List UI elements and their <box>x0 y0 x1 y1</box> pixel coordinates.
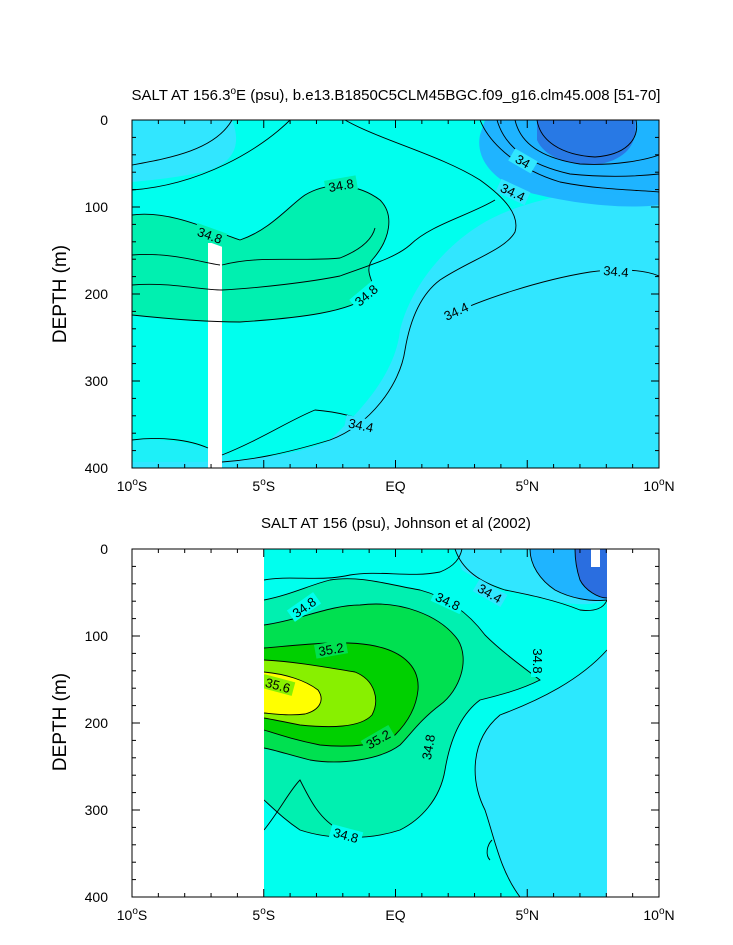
x-tick-label: 5oS <box>252 906 275 923</box>
panel-2-ylabel: DEPTH (m) <box>50 673 71 771</box>
x-tick-label: 5oN <box>516 477 539 494</box>
y-tick-label: 300 <box>85 802 109 818</box>
fill-level-33.8-34.0 <box>537 120 636 165</box>
panel-1-title: SALT AT 156.3oE (psu), b.e13.B1850C5CLM4… <box>132 86 661 104</box>
fill-level-34.2-deep <box>132 439 230 468</box>
panel-1: SALT AT 156.3oE (psu), b.e13.B1850C5CLM4… <box>50 86 675 494</box>
y-tick-label: 100 <box>85 628 109 644</box>
contour-line <box>449 269 659 316</box>
contour-line <box>264 603 464 763</box>
missing-data-notch <box>591 549 600 567</box>
fill-level-34.4-34.6-deep <box>475 650 607 897</box>
contour-line <box>574 549 607 599</box>
contour-label: 34.4 <box>347 416 375 436</box>
x-tick-label: 5oN <box>516 906 539 923</box>
contour-label: 34.8 <box>419 733 438 761</box>
contour-line <box>264 549 463 581</box>
y-tick-label: 0 <box>100 112 108 128</box>
fill-level-34.2-34.4-top <box>132 120 237 182</box>
x-tick-label: EQ <box>385 478 405 494</box>
contour-label: 34 <box>513 151 533 171</box>
x-tick-label: EQ <box>385 907 405 923</box>
contour-line <box>496 120 659 177</box>
panel-2-axes: 10oS 5oS EQ 5oN 10oN 0 100 200 300 400 <box>85 541 675 923</box>
contour-line <box>132 199 496 291</box>
x-tick-label: 10oN <box>643 906 674 923</box>
missing-data-column <box>208 243 222 468</box>
contour-label: 34.8 <box>332 825 360 846</box>
contour-label: 35.6 <box>264 675 292 696</box>
contour-label: 35.2 <box>317 640 345 659</box>
contour-line <box>132 227 376 266</box>
panel-2: SALT AT 156 (psu), Johnson et al (2002) <box>50 515 675 923</box>
panel-1-contour-lines <box>132 120 659 463</box>
contour-line <box>132 120 291 191</box>
contour-line <box>132 185 390 323</box>
panel-1-contour-fill: 34 34.4 34.8 34.8 34.8 34.4 34.4 34.4 <box>132 120 659 468</box>
y-tick-label: 0 <box>100 541 108 557</box>
contour-line <box>221 120 517 463</box>
contour-line <box>474 649 607 897</box>
contour-line <box>264 671 322 716</box>
x-tick-label: 10oS <box>117 477 147 494</box>
x-tick-label: 10oN <box>643 477 674 494</box>
y-tick-label: 300 <box>85 373 109 389</box>
contour-line <box>536 120 638 158</box>
y-tick-label: 200 <box>85 286 109 302</box>
contour-line <box>454 549 607 611</box>
panel-2-title: SALT AT 156 (psu), Johnson et al (2002) <box>261 515 531 532</box>
contour-label: 34.8 <box>327 176 355 195</box>
fill-level-34.6-34.8 <box>132 120 659 462</box>
panel-2-contour-fill: 34.8 34.8 34.4 35.2 35.6 34.8 35.2 34.8 … <box>264 549 607 897</box>
contour-line <box>132 120 233 166</box>
contour-line <box>479 120 659 193</box>
y-tick-label: 200 <box>85 715 109 731</box>
panel-1-ylabel: DEPTH (m) <box>50 245 71 343</box>
contour-line <box>132 438 209 449</box>
contour-line <box>514 120 659 165</box>
contour-line <box>264 779 341 831</box>
contour-line <box>264 659 376 728</box>
contour-label: 34.4 <box>603 263 630 280</box>
x-tick-label: 5oS <box>252 477 275 494</box>
contour-line <box>486 839 493 861</box>
panel-1-contour-labels: 34 34.4 34.8 34.8 34.8 34.4 34.4 34.4 <box>192 148 633 436</box>
panel-2-contour-labels: 34.8 34.8 34.4 35.2 35.6 34.8 35.2 34.8 … <box>264 578 545 846</box>
x-tick-label: 10oS <box>117 906 147 923</box>
y-tick-label: 400 <box>85 460 109 476</box>
panel-1-axes: 10oS 5oS EQ 5oN 10oN 0 100 200 300 400 <box>85 112 675 494</box>
y-tick-label: 400 <box>85 889 109 905</box>
y-tick-label: 100 <box>85 199 109 215</box>
contour-label: 34.8 <box>530 648 545 673</box>
contour-line <box>529 549 607 601</box>
